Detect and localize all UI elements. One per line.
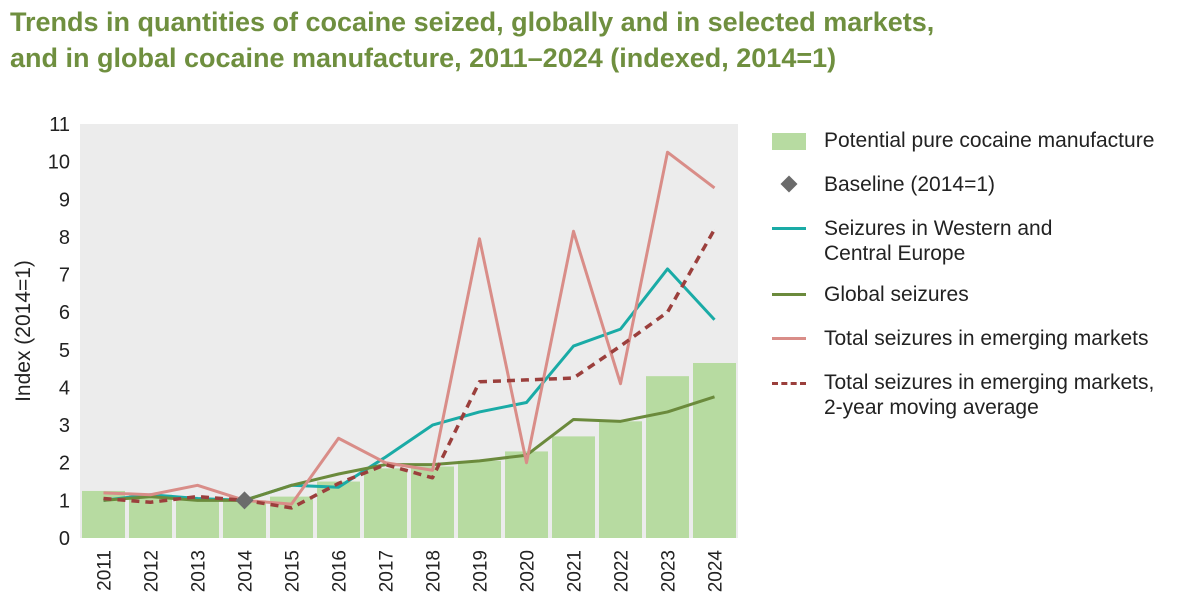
legend-label-global: Global seizures (824, 283, 969, 306)
legend-swatch-pink-line (772, 337, 806, 340)
y-tick-label: 2 (59, 453, 70, 475)
y-tick-label: 0 (59, 528, 70, 550)
bar-2019 (458, 460, 501, 538)
x-tick-label: 2021 (565, 550, 586, 592)
x-tick-label: 2017 (377, 550, 398, 592)
y-tick-label: 4 (59, 377, 70, 399)
y-tick-label: 1 (59, 490, 70, 512)
series-line-5 (103, 228, 717, 510)
legend-label-baseline: Baseline (2014=1) (824, 173, 996, 196)
x-tick-label: 2012 (142, 550, 163, 592)
x-tick-label: 2014 (236, 550, 257, 593)
series-line-3 (103, 395, 715, 502)
legend-label-wce-line-1: Seizures in Western and (824, 217, 1053, 240)
x-tick-label: 2013 (189, 550, 210, 592)
legend-label-ma-line-1: Total seizures in emerging markets, (824, 371, 1155, 394)
legend-label-emerging: Total seizures in emerging markets (824, 327, 1149, 350)
x-tick-label: 2019 (471, 550, 492, 592)
bar-2013 (176, 498, 219, 538)
legend-swatch-dashed-line (772, 382, 806, 385)
legend-label-wce-line-2: Central Europe (824, 242, 966, 265)
bar-2024 (693, 362, 736, 538)
legend-swatch-olive-line (772, 293, 806, 296)
chart-title-line-1: Trends in quantities of cocaine seized, … (10, 7, 935, 37)
y-tick-label: 9 (59, 189, 70, 211)
x-tick-label: 2018 (424, 550, 445, 592)
bar-2022 (599, 421, 642, 538)
y-axis-label: Index (2014=1) (12, 260, 35, 402)
legend-swatch-teal-line (772, 227, 806, 230)
x-tick-label: 2022 (612, 550, 633, 592)
legend-item-western-central-europe: Seizures in Western and Central Europe (772, 216, 1182, 282)
baseline-marker (235, 491, 254, 510)
chart-title-line-2: and in global cocaine manufacture, 2011–… (10, 43, 837, 73)
x-tick-label: 2011 (95, 550, 116, 591)
bar-2020 (505, 451, 548, 538)
x-tick-label: 2024 (706, 550, 727, 593)
legend-label-manufacture: Potential pure cocaine manufacture (824, 129, 1155, 152)
y-tick-label: 7 (59, 265, 70, 287)
y-tick-label: 10 (48, 152, 70, 174)
legend-item-manufacture: Potential pure cocaine manufacture (772, 128, 1182, 172)
legend-item-baseline: Baseline (2014=1) (772, 172, 1182, 216)
legend-item-emerging: Total seizures in emerging markets (772, 326, 1182, 370)
y-tick-label: 6 (59, 302, 70, 324)
legend-item-global: Global seizures (772, 282, 1182, 326)
legend-label-ma-line-2: 2-year moving average (824, 396, 1039, 419)
x-tick-label: 2015 (283, 550, 304, 592)
y-tick-label: 8 (59, 227, 70, 249)
series-line-4 (103, 150, 716, 506)
legend-item-moving-average: Total seizures in emerging markets, 2-ye… (772, 370, 1182, 436)
y-tick-label: 3 (59, 415, 70, 437)
x-tick-label: 2020 (518, 550, 539, 592)
legend-swatch-bar (772, 133, 806, 150)
bar-2017 (364, 468, 407, 538)
bar-2021 (552, 436, 595, 538)
chart-legend: Potential pure cocaine manufacture Basel… (772, 128, 1182, 436)
x-tick-label: 2016 (330, 550, 351, 592)
y-tick-label: 5 (59, 340, 70, 362)
chart-title: Trends in quantities of cocaine seized, … (10, 4, 1170, 76)
legend-swatch-diamond (780, 175, 798, 193)
bar-2023 (646, 376, 689, 538)
y-tick-label: 11 (49, 114, 70, 136)
x-tick-label: 2023 (659, 550, 680, 592)
